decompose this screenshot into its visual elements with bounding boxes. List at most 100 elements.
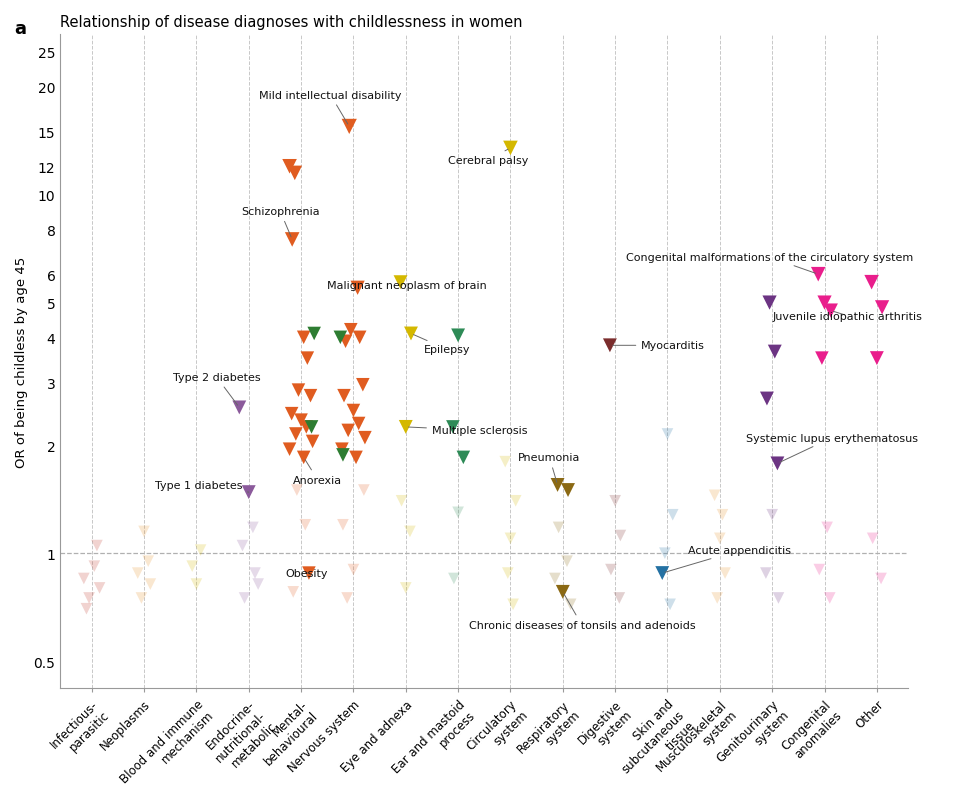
Point (357, 431, 372, 444)
Point (706, 489, 722, 502)
Point (766, 345, 781, 358)
Text: Obesity: Obesity (285, 569, 328, 578)
Point (711, 532, 727, 545)
Point (305, 436, 320, 448)
Point (299, 352, 314, 365)
Point (403, 328, 418, 341)
Point (333, 332, 348, 345)
Point (823, 305, 838, 318)
Point (505, 598, 520, 611)
Y-axis label: OR of being childless by age 45: OR of being childless by age 45 (15, 256, 28, 467)
Point (398, 581, 413, 594)
Point (341, 121, 357, 134)
Point (298, 421, 313, 434)
Text: Type 2 diabetes: Type 2 diabetes (173, 372, 260, 406)
Point (446, 573, 461, 586)
Point (286, 167, 302, 180)
Text: Malignant neoplasm of brain: Malignant neoplasm of brain (327, 281, 486, 290)
Point (185, 560, 200, 573)
Point (232, 401, 247, 414)
Point (402, 526, 417, 539)
Point (764, 508, 779, 521)
Point (134, 592, 149, 605)
Point (296, 452, 311, 465)
Point (188, 578, 204, 591)
Point (551, 521, 566, 534)
Text: Juvenile idiopathic arthritis: Juvenile idiopathic arthritis (772, 311, 921, 321)
Point (245, 521, 260, 534)
Point (456, 452, 471, 465)
Point (559, 484, 575, 497)
Point (816, 297, 831, 310)
Text: Epilepsy: Epilepsy (413, 335, 470, 355)
Point (348, 452, 363, 465)
Point (136, 526, 152, 539)
Point (445, 421, 460, 434)
Text: Type 1 diabetes: Type 1 diabetes (155, 480, 249, 492)
Text: Myocarditis: Myocarditis (612, 341, 704, 351)
Point (304, 421, 319, 434)
Point (819, 521, 834, 534)
Text: Pneumonia: Pneumonia (518, 453, 580, 483)
Point (868, 352, 883, 365)
Text: Acute appendicitis: Acute appendicitis (664, 546, 791, 573)
Point (355, 379, 370, 392)
Text: a: a (14, 20, 26, 38)
Point (500, 567, 515, 580)
Point (284, 234, 300, 247)
Point (554, 586, 570, 599)
Point (503, 532, 518, 545)
Point (247, 567, 262, 580)
Text: Relationship of disease diagnoses with childlessness in women: Relationship of disease diagnoses with c… (61, 15, 522, 30)
Point (550, 478, 565, 491)
Point (873, 573, 888, 586)
Point (392, 277, 407, 290)
Point (656, 547, 672, 560)
Point (450, 329, 465, 342)
Point (142, 578, 158, 591)
Point (289, 484, 305, 497)
Point (450, 506, 465, 519)
Point (709, 592, 725, 605)
Point (547, 573, 562, 586)
Point (810, 268, 825, 281)
Point (241, 486, 257, 499)
Point (340, 424, 356, 437)
Point (813, 352, 828, 365)
Point (811, 564, 826, 577)
Point (757, 567, 773, 580)
Point (717, 567, 732, 580)
Point (606, 495, 622, 508)
Point (356, 484, 371, 497)
Point (307, 328, 322, 341)
Point (301, 567, 316, 580)
Point (761, 297, 776, 310)
Point (285, 586, 301, 599)
Point (337, 336, 353, 349)
Point (659, 428, 675, 441)
Point (393, 495, 408, 508)
Point (345, 564, 360, 577)
Point (664, 508, 679, 521)
Point (288, 428, 304, 441)
Point (503, 142, 518, 155)
Point (863, 277, 878, 290)
Point (282, 443, 297, 456)
Point (140, 555, 156, 568)
Point (303, 389, 318, 402)
Point (86, 560, 102, 573)
Text: Schizophrenia: Schizophrenia (240, 207, 319, 238)
Point (351, 418, 366, 431)
Point (333, 443, 349, 456)
Point (82, 592, 97, 605)
Point (91, 581, 107, 594)
Point (250, 578, 265, 591)
Point (293, 414, 308, 427)
Point (290, 384, 306, 397)
Point (653, 567, 669, 580)
Point (336, 389, 352, 402)
Point (662, 598, 678, 611)
Point (758, 393, 774, 406)
Point (611, 592, 627, 605)
Point (602, 339, 617, 352)
